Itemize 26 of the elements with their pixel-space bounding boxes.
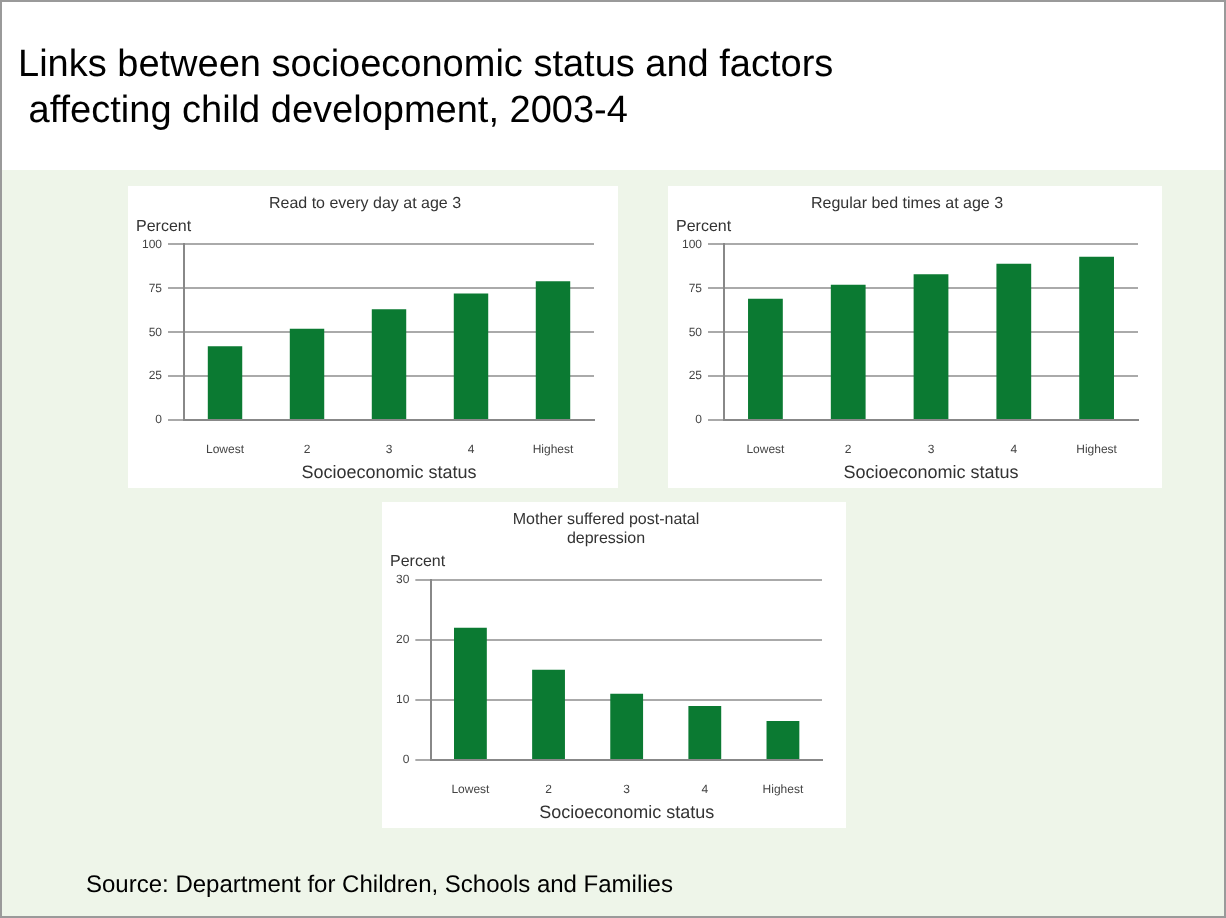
bar	[996, 263, 1032, 419]
bar	[1079, 256, 1114, 419]
x-axis-title: Socioeconomic status	[539, 802, 716, 823]
bar	[830, 284, 866, 419]
bar	[532, 669, 565, 759]
bar	[688, 705, 722, 759]
bar	[748, 298, 783, 419]
bar	[913, 274, 949, 419]
chart-title: Mother suffered post-natal depression	[512, 510, 700, 548]
y-axis-title: Percent	[676, 217, 733, 236]
bar	[289, 328, 325, 419]
y-axis-title: Percent	[390, 552, 447, 571]
chart-title: Read to every day at age 3	[268, 194, 463, 213]
bar	[453, 293, 489, 419]
y-axis-title: Percent	[136, 217, 193, 236]
bar	[610, 693, 644, 759]
bar	[454, 627, 487, 759]
text: Links between socioeconomic status and factors affecting child development, 2003-4	[18, 42, 834, 134]
bar	[535, 281, 571, 419]
bar	[766, 720, 800, 759]
source-note: Source: Department for Children, Schools and Families	[86, 870, 673, 898]
x-axis-title: Socioeconomic status	[301, 462, 478, 483]
chart-title: Regular bed times at age 3	[810, 194, 1005, 213]
x-axis-title: Socioeconomic status	[843, 462, 1020, 483]
bar	[371, 309, 407, 419]
bar	[207, 346, 243, 419]
